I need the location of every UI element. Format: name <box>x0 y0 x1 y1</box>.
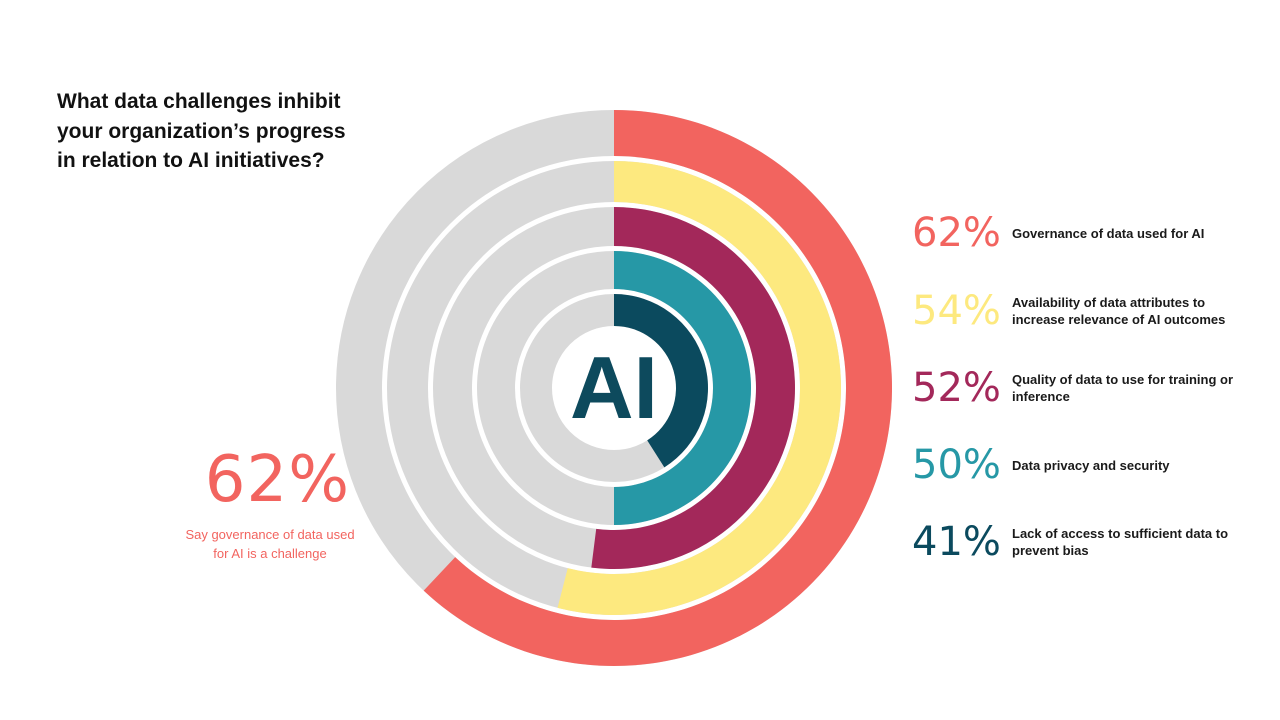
legend-percent: 54% <box>912 288 1001 334</box>
highlight-caption: Say governance of data used for AI is a … <box>185 527 355 561</box>
highlight-percent: 62% <box>204 443 350 517</box>
legend-label: Lack of access to sufficient data to pre… <box>1012 526 1229 558</box>
legend-label: Quality of data to use for training or i… <box>1012 372 1234 404</box>
legend-label: Data privacy and security <box>1012 457 1170 473</box>
legend-percent: 52% <box>912 365 1001 411</box>
legend-percent: 50% <box>912 442 1001 488</box>
legend-label: Governance of data used for AI <box>1012 225 1205 241</box>
rings-group <box>336 110 892 666</box>
ring-bar-2 <box>557 161 842 615</box>
center-label: AI <box>570 338 658 437</box>
ring-bar-1 <box>423 110 892 666</box>
legend-label: Availability of data attributes to incre… <box>1012 295 1226 327</box>
legend-percent: 41% <box>912 519 1001 565</box>
ring-bar-3 <box>591 207 795 569</box>
ring-bar-5 <box>614 294 708 468</box>
ring-bar-4 <box>614 251 751 525</box>
legend-percent: 62% <box>912 210 1001 256</box>
chart-title: What data challenges inhibit your organi… <box>57 90 346 172</box>
